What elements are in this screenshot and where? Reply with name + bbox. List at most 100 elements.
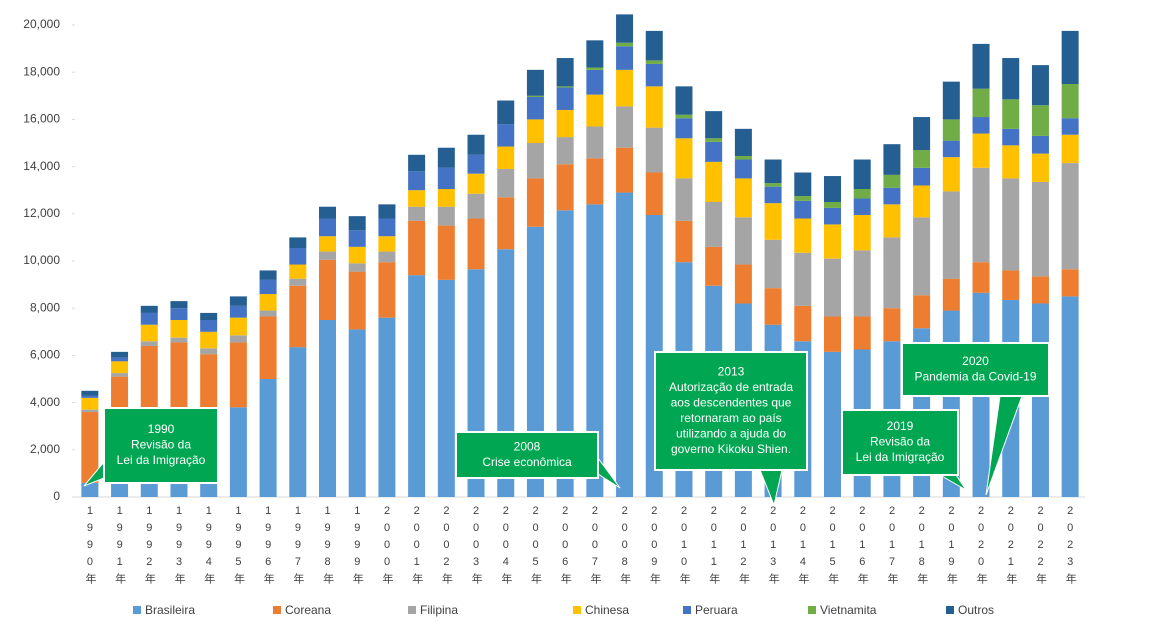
bar-segment xyxy=(675,220,693,263)
y-tick-label: 16,000 xyxy=(23,112,60,126)
bar-segment xyxy=(616,42,634,47)
bar-segment xyxy=(853,250,871,317)
bar-segment xyxy=(883,308,901,342)
bar-segment xyxy=(942,278,960,311)
bar-segment xyxy=(437,206,455,226)
bar-segment xyxy=(1061,269,1079,297)
bar-segment xyxy=(229,296,247,306)
bar-segment xyxy=(883,174,901,188)
x-tick-label: 2000年 xyxy=(381,505,394,589)
bar-segment xyxy=(526,143,544,179)
bar-segment xyxy=(883,144,901,175)
bar-segment xyxy=(437,147,455,168)
bar-segment xyxy=(81,390,99,396)
bar-segment xyxy=(556,164,574,211)
callout-text: Crise econômica xyxy=(482,455,572,469)
bar-segment xyxy=(794,305,812,342)
bar-segment xyxy=(883,204,901,238)
bar-segment xyxy=(497,146,515,169)
bar-segment xyxy=(378,204,396,219)
x-tick-label: 2019年 xyxy=(945,505,958,589)
bar-segment xyxy=(229,335,247,343)
bar-segment xyxy=(705,246,723,286)
callout-text: Lei da Imigração xyxy=(117,453,206,467)
bar-segment xyxy=(200,331,218,349)
legend-swatch xyxy=(946,606,954,614)
x-tick-label: 2005年 xyxy=(530,505,543,589)
x-tick-label: 1999年 xyxy=(351,505,364,589)
x-tick-label: 2016年 xyxy=(856,505,869,589)
bar-segment xyxy=(972,262,990,293)
bar-segment xyxy=(229,342,247,408)
bar-segment xyxy=(645,60,663,64)
bar-segment xyxy=(972,133,990,168)
bar-segment xyxy=(467,218,485,270)
bar-segment xyxy=(913,185,931,218)
bar-segment xyxy=(616,46,634,70)
bar-segment xyxy=(289,278,307,286)
bar-segment xyxy=(764,159,782,184)
bar-segment xyxy=(1031,303,1049,497)
bar-segment xyxy=(408,154,426,172)
bar-segment xyxy=(408,206,426,221)
bar-segment xyxy=(734,178,752,218)
bar-segment xyxy=(764,203,782,240)
bar-segment xyxy=(348,216,366,231)
bar-segment xyxy=(81,412,99,483)
bar-segment xyxy=(140,324,158,342)
bar-segment xyxy=(586,158,604,205)
x-tick-label: 2021年 xyxy=(1005,505,1018,589)
bar-segment xyxy=(824,351,841,497)
bar-segment xyxy=(556,137,574,165)
bar-segment xyxy=(883,187,901,205)
bar-segment xyxy=(556,58,574,87)
bar-segment xyxy=(378,251,396,263)
bar-segment xyxy=(675,118,693,139)
bar-segment xyxy=(229,317,247,336)
bar-segment xyxy=(913,150,931,168)
bar-segment xyxy=(705,111,723,139)
legend-label: Filipina xyxy=(420,603,458,617)
bar-segment xyxy=(348,263,366,272)
bar-segment xyxy=(764,239,782,289)
bar-segment xyxy=(734,264,752,304)
callout-text: 2019 xyxy=(887,419,914,433)
x-tick-label: 2017年 xyxy=(886,505,899,589)
bar-segment xyxy=(497,168,515,198)
x-tick-label: 2018年 xyxy=(916,505,929,589)
callout-box xyxy=(103,407,219,484)
bar-segment xyxy=(408,220,426,276)
bar-segment xyxy=(942,140,960,158)
bar-segment xyxy=(200,320,218,332)
callout-text: 2020 xyxy=(962,354,989,368)
bar-segment xyxy=(1002,178,1020,271)
bar-segment xyxy=(794,172,812,197)
bar-segment xyxy=(972,117,990,134)
callout-text: Autorização de entrada xyxy=(669,380,793,394)
bar-segment xyxy=(853,214,871,251)
bar-segment xyxy=(289,285,307,348)
bar-segment xyxy=(972,43,990,89)
bar-segment xyxy=(200,348,218,355)
x-tick-label: 2004年 xyxy=(500,505,513,589)
bar-segment xyxy=(437,167,455,190)
bar-segment xyxy=(408,171,426,191)
legend-label: Outros xyxy=(958,603,994,617)
x-tick-label: 2023年 xyxy=(1064,505,1077,589)
bar-segment xyxy=(1031,65,1049,106)
bar-segment xyxy=(586,94,604,127)
bar-segment xyxy=(734,159,752,179)
bar-segment xyxy=(81,409,99,413)
y-tick-label: 18,000 xyxy=(23,64,60,78)
x-tick-label: 2010年 xyxy=(678,505,691,589)
bar-segment xyxy=(111,373,129,377)
legend-swatch xyxy=(683,606,691,614)
bar-segment xyxy=(675,138,693,179)
bar-segment xyxy=(1002,99,1020,129)
legend-swatch xyxy=(808,606,816,614)
bar-segment xyxy=(824,207,841,225)
callout-text: Revisão da xyxy=(131,438,191,452)
x-tick-label: 1998年 xyxy=(322,505,335,589)
